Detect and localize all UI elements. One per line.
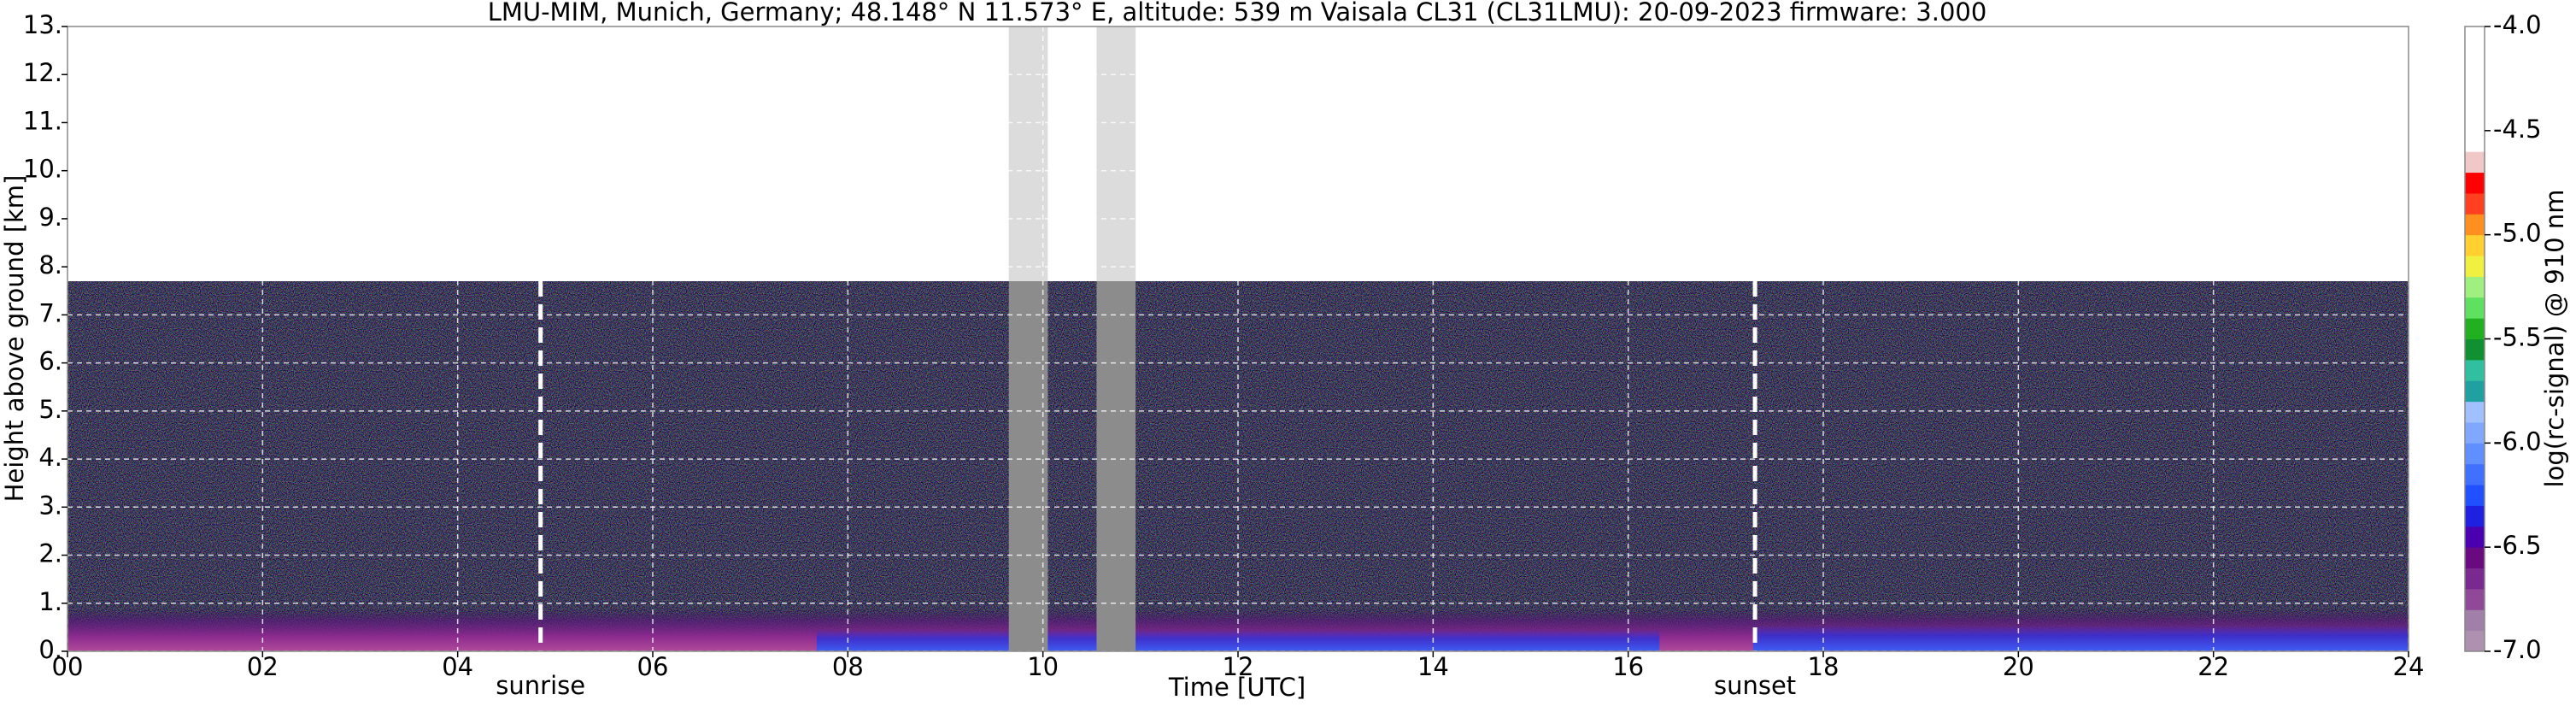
- colorbar-segment: [2465, 463, 2485, 485]
- colorbar-tick-label: -7.0: [2493, 635, 2542, 664]
- y-tick-label: 0.: [38, 635, 62, 664]
- y-tick-label: 5.: [38, 395, 62, 424]
- colorbar-segment: [2465, 109, 2485, 132]
- y-tick-label: 4.: [38, 443, 62, 472]
- x-tick-label: 22: [2198, 652, 2229, 681]
- colorbar-label: log(rc-signal) @ 910 nm: [2540, 190, 2569, 488]
- y-tick-label: 3.: [38, 491, 62, 520]
- x-tick-label: 18: [1808, 652, 1840, 681]
- colorbar-segment: [2465, 630, 2485, 652]
- gap: [1008, 281, 1048, 651]
- y-tick-label: 12.: [23, 58, 62, 87]
- y-tick-label: 1.: [38, 587, 62, 616]
- boundary-layer-blue: [1752, 625, 2409, 651]
- x-axis-label: Time [UTC]: [1168, 673, 1306, 702]
- y-tick-label: 11.: [23, 106, 62, 135]
- x-tick-label: 10: [1027, 652, 1059, 681]
- gap-top: [1096, 26, 1136, 282]
- colorbar-segment: [2465, 151, 2485, 174]
- colorbar-segment: [2465, 214, 2485, 236]
- colorbar-segment: [2465, 68, 2485, 90]
- colorbar-tick-label: -6.0: [2493, 427, 2542, 456]
- x-tick-label: 20: [2003, 652, 2034, 681]
- y-tick-label: 7.: [38, 298, 62, 327]
- colorbar-segment: [2465, 318, 2485, 339]
- colorbar-segment: [2465, 505, 2485, 527]
- colorbar-segment: [2465, 609, 2485, 632]
- chart-title: LMU-MIM, Munich, Germany; 48.148° N 11.5…: [488, 0, 1987, 26]
- x-tick-label: 14: [1417, 652, 1449, 681]
- colorbar-tick-label: -6.5: [2493, 531, 2542, 560]
- colorbar-segment: [2465, 276, 2485, 298]
- annotation-label: sunrise: [496, 671, 585, 700]
- colorbar-segment: [2465, 256, 2485, 277]
- y-tick-label: 10.: [23, 155, 62, 184]
- colorbar-segment: [2465, 401, 2485, 423]
- colorbar-tick-label: -5.0: [2493, 219, 2542, 248]
- annotation-label: sunset: [1714, 671, 1796, 700]
- colorbar-tick-label: -4.5: [2493, 115, 2542, 144]
- signal-field: [67, 281, 2409, 651]
- colorbar-tick-label: -5.5: [2493, 323, 2542, 352]
- signal-darken: [67, 281, 2409, 651]
- x-tick-label: 08: [832, 652, 864, 681]
- gap: [1096, 281, 1136, 651]
- x-tick-label: 00: [52, 652, 84, 681]
- colorbar-segment: [2465, 547, 2485, 569]
- colorbar-segment: [2465, 568, 2485, 590]
- colorbar-segment: [2465, 588, 2485, 610]
- colorbar-segment: [2465, 421, 2485, 444]
- gap-top: [1008, 26, 1048, 282]
- y-tick-label: 13.: [23, 10, 62, 39]
- colorbar-segment: [2465, 359, 2485, 381]
- colorbar-segment: [2465, 172, 2485, 194]
- colorbar-segment: [2465, 380, 2485, 403]
- colorbar-segment: [2465, 89, 2485, 110]
- y-tick-label: 8.: [38, 250, 62, 279]
- colorbar-segment: [2465, 526, 2485, 548]
- colorbar-segment: [2465, 443, 2485, 465]
- y-tick-label: 2.: [38, 539, 62, 568]
- colorbar-segment: [2465, 130, 2485, 152]
- colorbar-segment: [2465, 338, 2485, 361]
- colorbar-segment: [2465, 485, 2485, 506]
- colorbar-segment: [2465, 192, 2485, 215]
- x-tick-label: 02: [247, 652, 279, 681]
- y-tick-label: 9.: [38, 203, 62, 232]
- y-axis-label: Height above ground [km]: [0, 175, 29, 503]
- x-tick-label: 16: [1612, 652, 1644, 681]
- x-tick-label: 04: [442, 652, 473, 681]
- x-tick-label: 06: [637, 652, 669, 681]
- colorbar-tick-label: -4.0: [2493, 10, 2542, 39]
- colorbar-segment: [2465, 26, 2485, 48]
- colorbar-segment: [2465, 297, 2485, 319]
- y-tick-label: 6.: [38, 347, 62, 376]
- colorbar-segment: [2465, 234, 2485, 256]
- x-tick-label: 12: [1223, 652, 1254, 681]
- colorbar-segment: [2465, 47, 2485, 69]
- x-tick-label: 24: [2393, 652, 2425, 681]
